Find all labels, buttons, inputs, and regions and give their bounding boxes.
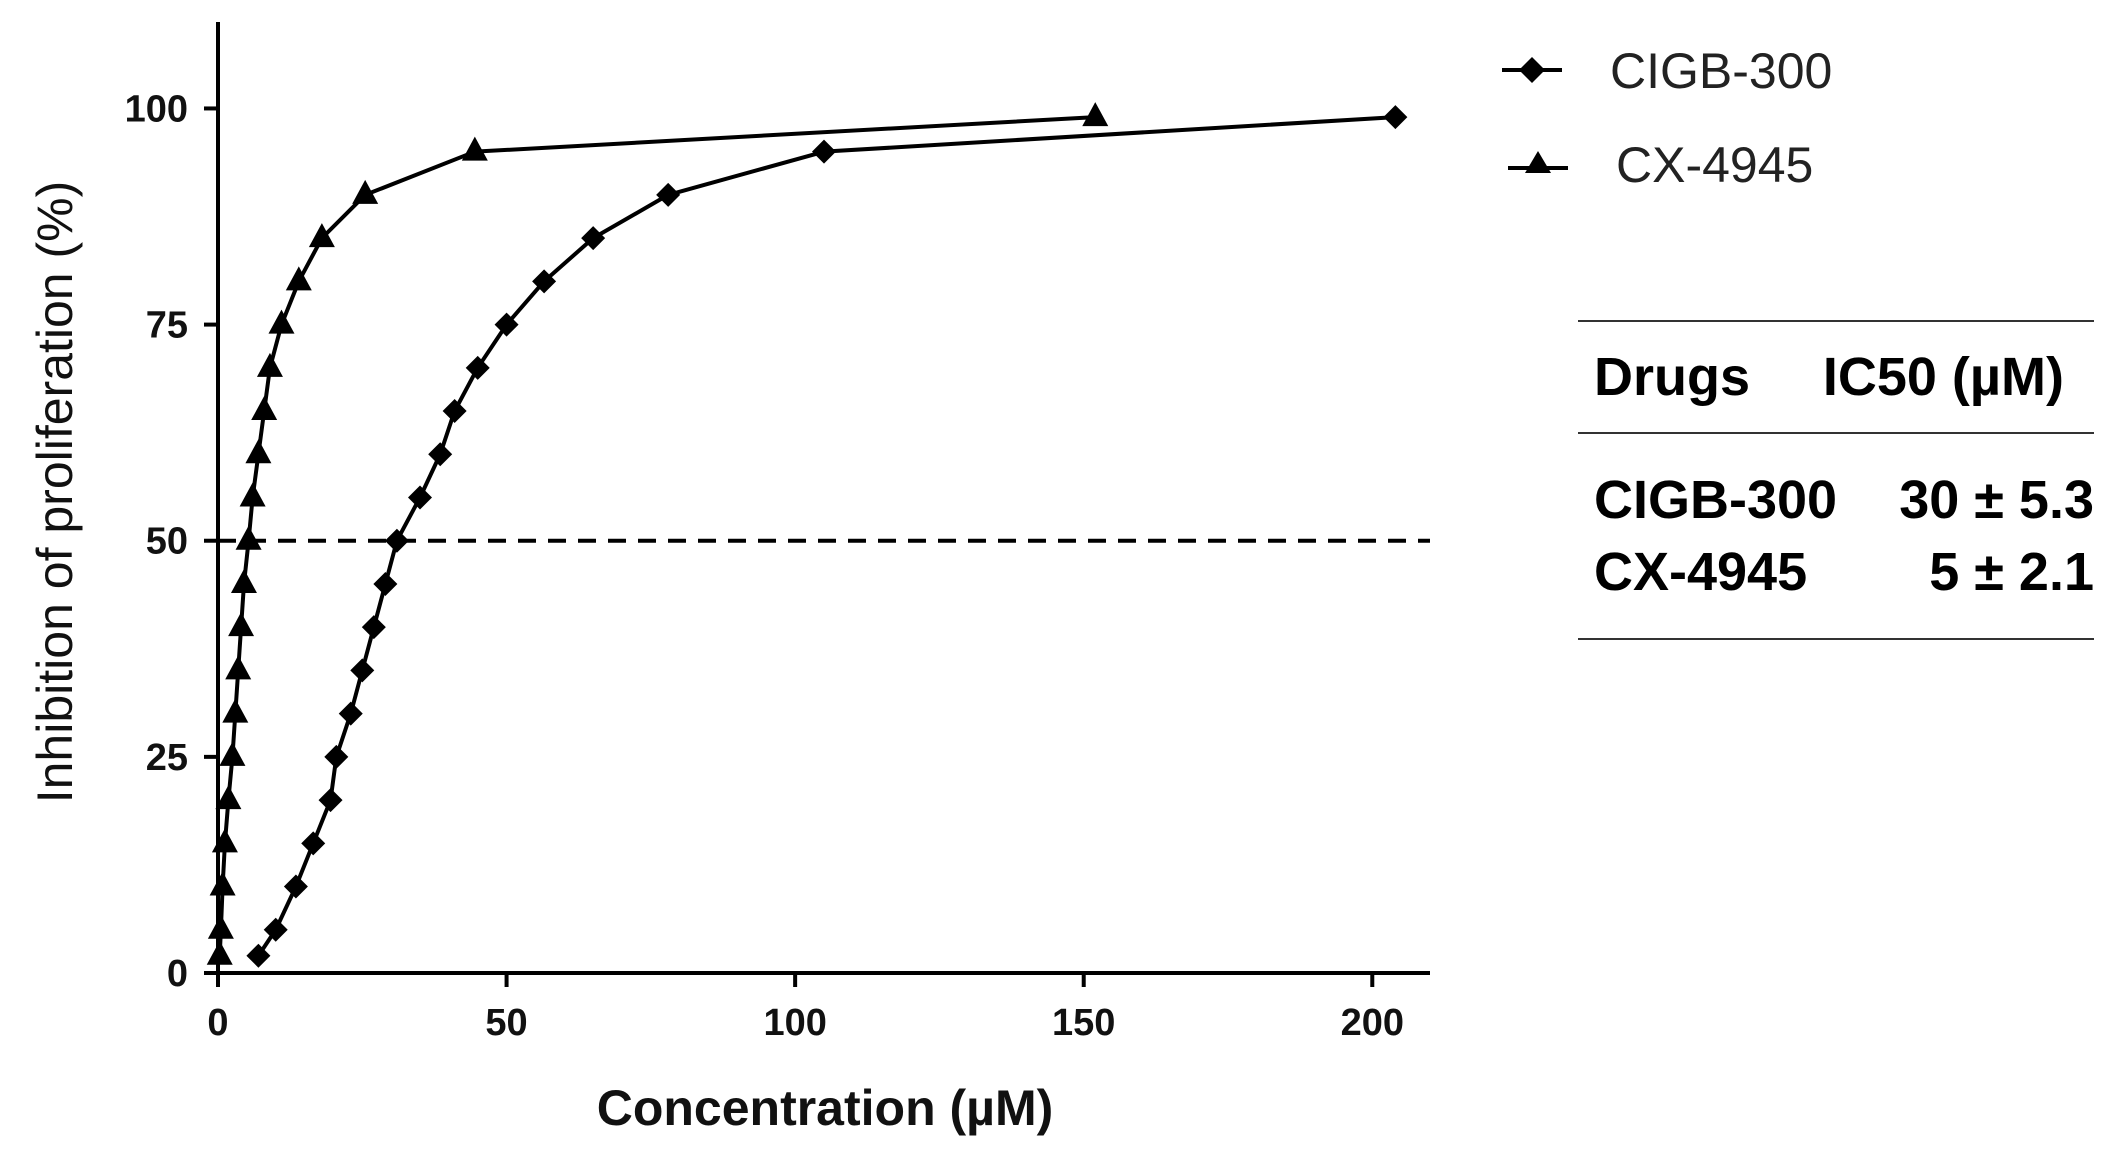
- data-point-cx-4945: [222, 698, 249, 723]
- data-point-cigb-300: [283, 874, 308, 899]
- series-cigb-300: [246, 105, 1408, 968]
- header-ic50: IC50 (µM): [1822, 347, 2064, 407]
- data-point-cigb-300: [581, 226, 606, 251]
- data-point-cx-4945: [251, 396, 278, 421]
- data-point-cigb-300: [532, 269, 557, 294]
- axes: [216, 22, 1430, 975]
- data-point-cigb-300: [408, 485, 432, 510]
- y-tick-label: 100: [125, 88, 188, 130]
- x-tick-label: 100: [763, 1002, 826, 1044]
- header-drugs: Drugs: [1594, 347, 1751, 407]
- series-group: [206, 102, 1408, 968]
- data-point-cigb-300: [263, 917, 288, 942]
- data-point-cx-4945: [215, 785, 242, 810]
- data-point-cx-4945: [235, 525, 262, 550]
- x-tick-label: 200: [1341, 1002, 1404, 1044]
- series-line-cigb-300: [256, 115, 1396, 957]
- y-tick-label: 75: [146, 305, 188, 347]
- data-point-cigb-300: [373, 571, 398, 596]
- data-point-cigb-300: [442, 399, 467, 424]
- diamond-marker-icon: [1519, 57, 1545, 83]
- series-line-cx-4945: [217, 115, 1096, 956]
- data-point-cigb-300: [384, 528, 409, 553]
- data-point-cx-4945: [225, 655, 252, 680]
- table-body: CIGB-300 30 ± 5.3 CX-4945 5 ± 2.1: [1578, 434, 2094, 638]
- triangle-marker-icon: [1525, 151, 1551, 173]
- data-point-cx-4945: [207, 914, 234, 939]
- legend-label-cx-4945: CX-4945: [1616, 137, 1813, 193]
- data-point-cigb-300: [361, 615, 386, 640]
- data-point-cigb-300: [812, 139, 836, 164]
- data-point-cx-4945: [285, 266, 312, 291]
- data-point-cigb-300: [465, 355, 490, 380]
- series-cx-4945: [206, 102, 1109, 965]
- x-tick-label: 50: [485, 1002, 527, 1044]
- data-point-cx-4945: [308, 223, 335, 248]
- data-point-cx-4945: [230, 568, 257, 593]
- data-point-cx-4945: [206, 940, 233, 965]
- drug-name: CIGB-300: [1594, 470, 1838, 530]
- ic50-value: 30 ± 5.3: [1899, 470, 2094, 530]
- data-point-cx-4945: [461, 136, 488, 161]
- data-point-cigb-300: [494, 312, 519, 337]
- data-point-cigb-300: [428, 442, 453, 467]
- y-tick-label: 25: [146, 737, 188, 779]
- data-point-cigb-300: [350, 658, 375, 683]
- legend-item-cx-4945: CX-4945: [1508, 137, 1813, 193]
- table-row: CX-4945 5 ± 2.1: [1578, 536, 2094, 608]
- table-row: CIGB-300 30 ± 5.3: [1578, 464, 2094, 536]
- data-point-cx-4945: [352, 179, 379, 204]
- table-header-row: Drugs IC50 (µM): [1578, 322, 2094, 432]
- data-point-cx-4945: [228, 612, 255, 637]
- legend: CIGB-300 CX-4945: [1502, 43, 1832, 193]
- y-tick-label: 50: [146, 521, 188, 563]
- legend-item-cigb-300: CIGB-300: [1502, 43, 1832, 99]
- data-point-cx-4945: [268, 309, 295, 334]
- data-point-cigb-300: [246, 943, 271, 968]
- drug-name: CX-4945: [1594, 542, 1808, 602]
- legend-label-cigb-300: CIGB-300: [1610, 43, 1832, 99]
- data-point-cx-4945: [256, 352, 283, 377]
- data-point-cigb-300: [318, 788, 343, 813]
- table-top-rule: [1578, 320, 2094, 322]
- x-tick-label: 150: [1052, 1002, 1115, 1044]
- data-point-cx-4945: [239, 482, 266, 507]
- data-point-cx-4945: [1082, 102, 1109, 127]
- data-point-cx-4945: [245, 439, 272, 464]
- data-point-cx-4945: [211, 828, 238, 853]
- data-point-cigb-300: [1383, 105, 1408, 130]
- ic50-table: Drugs IC50 (µM) CIGB-300 30 ± 5.3 CX-494…: [1578, 320, 2094, 640]
- x-axis-title: Concentration (µM): [597, 1080, 1054, 1136]
- ic50-value: 5 ± 2.1: [1929, 542, 2094, 602]
- data-point-cx-4945: [209, 871, 236, 896]
- y-axis-title: Inhibition of proliferation (%): [27, 181, 83, 804]
- x-tick-label: 0: [207, 1002, 228, 1044]
- table-header-rule: [1578, 432, 2094, 434]
- axis-ticks: 0 50 100 150 200 0 25 50 75 100: [125, 88, 1404, 1044]
- data-point-cigb-300: [656, 182, 681, 207]
- table-bottom-rule: [1578, 638, 2094, 640]
- data-point-cigb-300: [338, 701, 363, 726]
- y-tick-label: 0: [167, 953, 188, 995]
- data-point-cx-4945: [219, 741, 246, 766]
- data-point-cigb-300: [324, 744, 349, 769]
- data-point-cigb-300: [301, 831, 326, 856]
